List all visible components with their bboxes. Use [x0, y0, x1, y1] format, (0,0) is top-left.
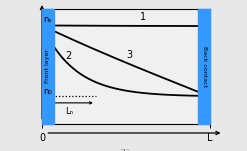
- Text: nₛ: nₛ: [43, 15, 51, 24]
- Text: position x: position x: [104, 149, 148, 151]
- Text: Back contact: Back contact: [202, 46, 206, 87]
- Text: 1: 1: [140, 12, 146, 22]
- Text: n₀: n₀: [43, 87, 52, 96]
- Text: Lₙ: Lₙ: [65, 107, 73, 116]
- Bar: [42, 9, 54, 124]
- Text: 2: 2: [66, 51, 72, 61]
- Text: Front layer: Front layer: [45, 50, 50, 83]
- Bar: [198, 9, 210, 124]
- Text: 3: 3: [126, 50, 132, 60]
